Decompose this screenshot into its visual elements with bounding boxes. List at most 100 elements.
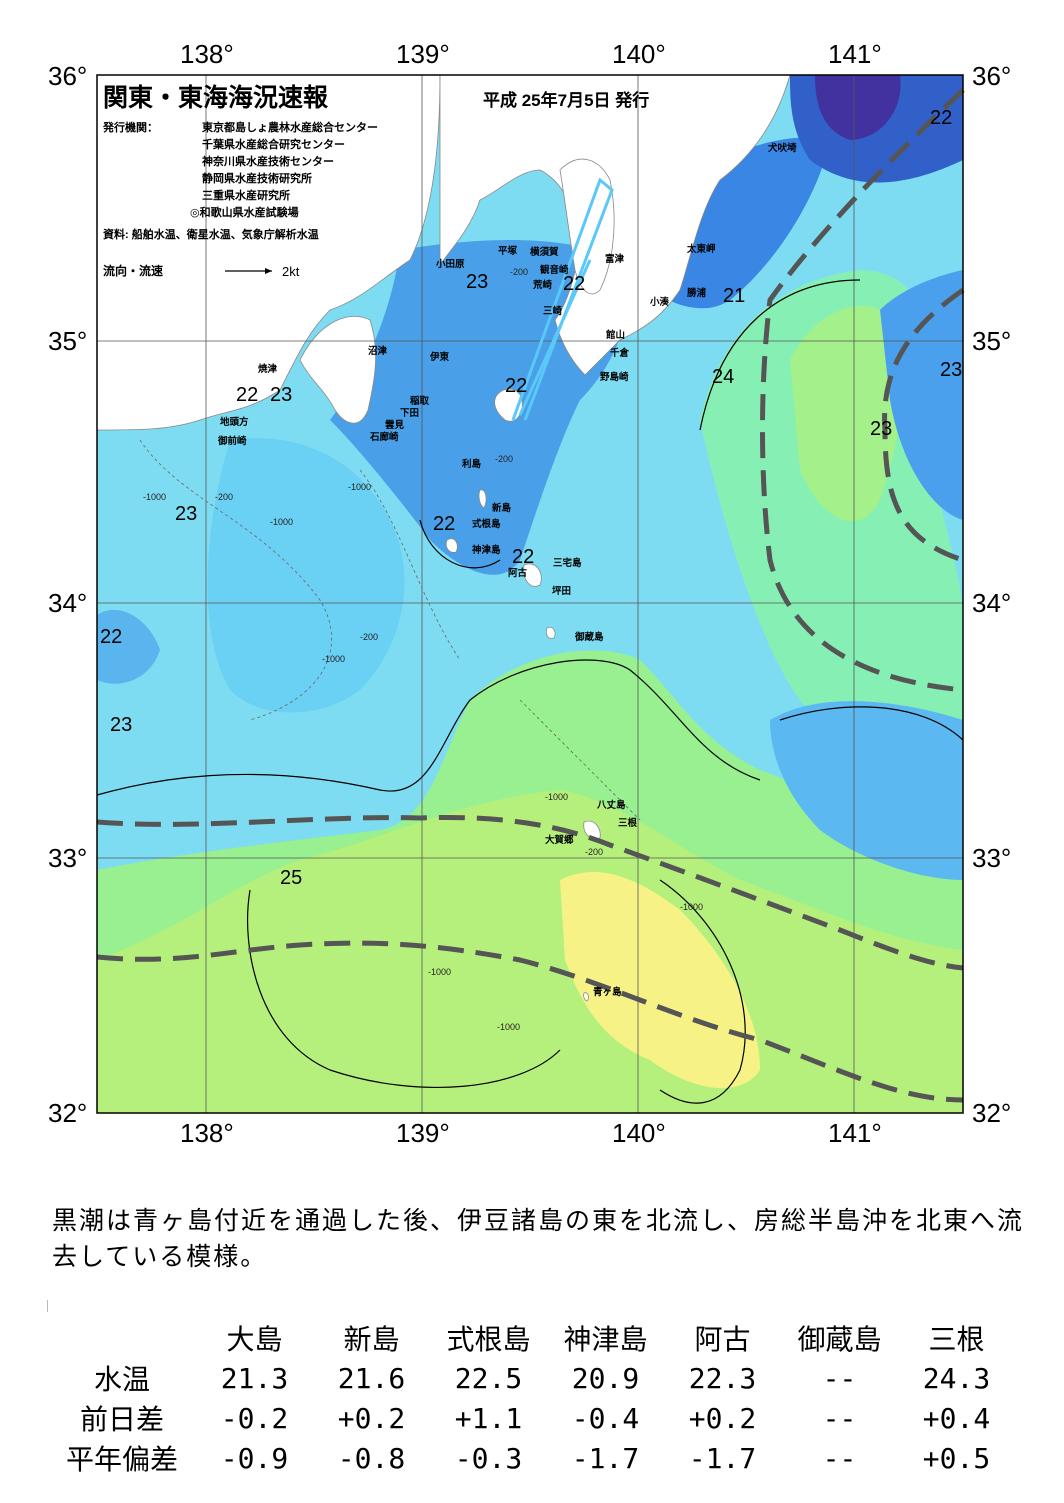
- kuroshio-path: [96, 88, 965, 1103]
- place-name: 利島: [461, 458, 482, 470]
- table-row: 平年偏差 -0.9 -0.8 -0.3 -1.7 -1.7 -- +0.5: [48, 1438, 1015, 1478]
- lat-label-right: 34°: [972, 588, 1011, 618]
- depth-label: -1000: [497, 1022, 520, 1032]
- table-cell: -0.8: [337, 1441, 406, 1475]
- column-header: 三根: [928, 1323, 985, 1356]
- lat-label-left: 35°: [48, 326, 87, 356]
- contour-label: 23: [466, 271, 488, 293]
- table-cell: -1.7: [688, 1441, 757, 1475]
- lat-label-left: 33°: [48, 843, 87, 873]
- table-cell: +0.2: [688, 1401, 757, 1435]
- depth-label: -200: [215, 492, 233, 502]
- lat-lon-grid: [97, 75, 963, 1113]
- contour-label: 23: [270, 384, 292, 406]
- observation-table: 大島 新島 式根島 神津島 阿古 御蔵島 三根 水温 21.3 21.6 22.…: [48, 1318, 1015, 1478]
- publisher-label: 発行機関：: [102, 120, 158, 134]
- contour-label: 22: [563, 273, 585, 295]
- depth-label: -1000: [322, 654, 345, 664]
- publisher: 神奈川県水産技術センター: [202, 154, 334, 168]
- contour-label: 25: [280, 867, 302, 889]
- divider-mark: [47, 1300, 48, 1312]
- table-cell: --: [822, 1401, 857, 1435]
- row-label: 前日差: [79, 1403, 164, 1436]
- map-title: 関東・東海海況速報: [103, 83, 329, 112]
- contour-label: 22: [433, 513, 455, 535]
- contour-label: 22: [930, 107, 952, 129]
- table-header-row: 大島 新島 式根島 神津島 阿古 御蔵島 三根: [48, 1318, 1015, 1358]
- place-name: 観音崎: [540, 264, 569, 276]
- place-name: 伊東: [429, 351, 450, 363]
- lon-label-bottom: 138°: [180, 1118, 234, 1148]
- place-name: 横須賀: [530, 246, 559, 258]
- column-header: 御蔵島: [797, 1323, 882, 1356]
- depth-label: -1000: [270, 517, 293, 527]
- table-row: 水温 21.3 21.6 22.5 20.9 22.3 -- 24.3: [48, 1358, 1015, 1398]
- place-name: 御蔵島: [574, 631, 604, 643]
- lat-label-right: 36°: [972, 61, 1011, 91]
- lat-label-right: 32°: [972, 1098, 1011, 1128]
- place-name: 阿古: [508, 567, 528, 579]
- table-cell: 22.5: [454, 1361, 523, 1395]
- depth-label: -1000: [428, 967, 451, 977]
- depth-contours: [139, 439, 641, 821]
- place-name: 稲取: [410, 395, 430, 407]
- publisher: 千葉県水産総合研究センター: [202, 137, 345, 151]
- map-frame: [96, 74, 964, 1114]
- lon-label-top: 141°: [828, 39, 882, 69]
- table-cell: --: [822, 1361, 857, 1395]
- summary-text: 黒潮は青ヶ島付近を通過した後、伊豆諸島の東を北流し、房総半島沖を北東へ流去してい…: [52, 1206, 1025, 1271]
- map-header: 関東・東海海況速報 平成 25年7月5日 発行 発行機関： 東京都島しょ農林水産…: [102, 83, 649, 279]
- place-name: 小湊: [649, 296, 670, 308]
- table-cell: 20.9: [571, 1361, 640, 1395]
- table-cell: --: [822, 1441, 857, 1475]
- contour-label: 22: [100, 626, 122, 648]
- publisher: 三重県水産研究所: [202, 188, 290, 202]
- table-cell: 22.3: [688, 1361, 757, 1395]
- legend-arrowhead-icon: [265, 268, 272, 274]
- lon-label-top: 138°: [180, 39, 234, 69]
- place-name: 三宅島: [553, 557, 582, 569]
- table-cell: +1.1: [454, 1401, 523, 1435]
- legend-speed: 2kt: [282, 264, 300, 279]
- place-name: 野島崎: [600, 371, 629, 383]
- depth-label: -1000: [545, 792, 568, 802]
- depth-labels: -200 -200 -200 -200 -200 -1000 -1000 -10…: [143, 267, 703, 1032]
- contour-label: 21: [723, 285, 745, 307]
- lon-label-top: 140°: [612, 39, 666, 69]
- place-name: 千倉: [610, 347, 630, 359]
- place-name: 坪田: [552, 585, 571, 597]
- legend-label: 流向・流速: [103, 263, 163, 278]
- lat-label-left: 32°: [48, 1098, 87, 1128]
- lat-label-left: 36°: [48, 61, 87, 91]
- depth-label: -200: [510, 267, 528, 277]
- depth-label: -1000: [680, 902, 703, 912]
- contour-label: 22: [236, 384, 258, 406]
- depth-label: -200: [360, 632, 378, 642]
- publisher: ◎和歌山県水産試験場: [190, 205, 299, 219]
- table-cell: 21.3: [220, 1361, 289, 1395]
- axis-labels: 138° 139° 140° 141° 138° 139° 140° 141° …: [48, 39, 1011, 1148]
- temperature-zones: [97, 75, 963, 1113]
- table-cell: -0.3: [454, 1441, 523, 1475]
- column-header: 式根島: [446, 1323, 531, 1356]
- place-name: 青ヶ島: [593, 986, 622, 998]
- lon-label-bottom: 140°: [612, 1118, 666, 1148]
- place-name: 神津島: [472, 544, 501, 556]
- column-header: 新島: [343, 1323, 400, 1356]
- contour-labels: 22 22 22 22 22 22 22 21 23 23 23 23 23 2…: [100, 107, 962, 889]
- contour-label: 23: [175, 503, 197, 525]
- column-header: 大島: [226, 1323, 283, 1356]
- issue-date: 平成 25年7月5日 発行: [483, 90, 649, 110]
- place-name: 沼津: [368, 345, 388, 357]
- table-cell: 21.6: [337, 1361, 406, 1395]
- place-name: 式根島: [472, 518, 501, 530]
- column-header: 阿古: [694, 1323, 751, 1356]
- table-cell: -0.2: [220, 1401, 289, 1435]
- place-name: 富津: [605, 253, 625, 265]
- place-name: 地頭方: [220, 416, 249, 428]
- data-sources: 資料: 船舶水温、衛星水温、気象庁解析水温: [103, 227, 319, 241]
- row-label: 平年偏差: [65, 1443, 178, 1476]
- contour-label: 23: [870, 418, 892, 440]
- lon-label-bottom: 139°: [396, 1118, 450, 1148]
